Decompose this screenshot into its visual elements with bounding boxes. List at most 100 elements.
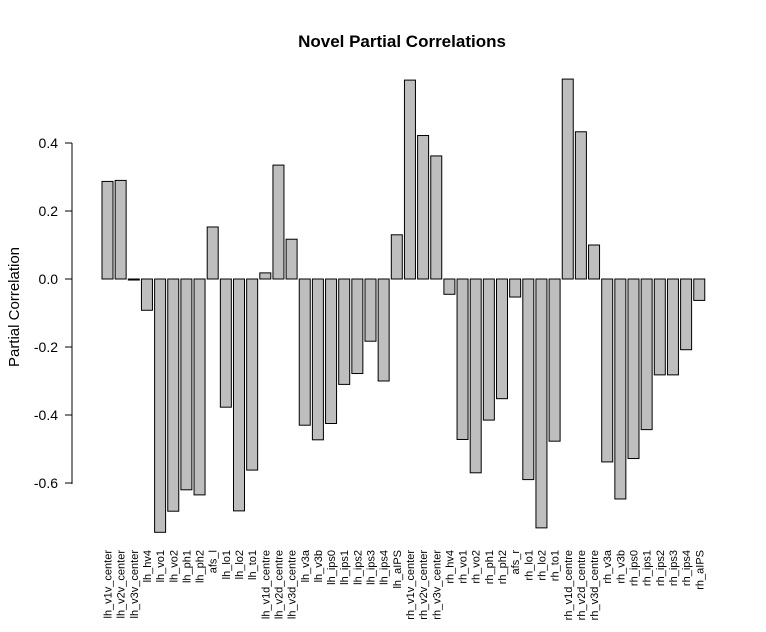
bar-lh_ph2 <box>193 278 206 496</box>
bar-lh_hv4 <box>140 278 153 311</box>
x-tick-label: lh_v2v_center <box>116 550 128 619</box>
x-tick-label: lh_hv4 <box>142 550 154 582</box>
x-tick-label: rh_ips0 <box>629 550 641 586</box>
bar-rh_ips4 <box>680 278 693 351</box>
x-tick-label: rh_vo1 <box>458 550 470 584</box>
bar-rh_v2d_centre <box>574 131 587 280</box>
bar-afs_r <box>509 278 522 298</box>
x-tick-label: rh_ips2 <box>655 550 667 586</box>
x-tick-label: lh_v1v_center <box>103 550 115 619</box>
x-tick-label: rh_v2v_center <box>418 550 430 620</box>
x-tick-label: rh_hv4 <box>444 550 456 584</box>
x-tick-label: rh_ips4 <box>681 550 693 586</box>
bar-lh_ips3 <box>364 278 377 342</box>
bar-rh_v1v_center <box>403 79 416 280</box>
bar-rh_ips0 <box>627 278 640 460</box>
bar-rh_ph1 <box>482 278 495 421</box>
bar-lh_v3v_center <box>127 278 140 281</box>
x-tick-label: rh_v3a <box>602 549 614 584</box>
chart-title: Novel Partial Correlations <box>298 32 506 51</box>
bar-lh_aIPS <box>390 234 403 280</box>
x-tick-label: lh_ips0 <box>326 550 338 585</box>
bar-lh_v3a <box>298 278 311 426</box>
x-tick-label: rh_lo2 <box>536 550 548 581</box>
bar-lh_ips1 <box>338 278 351 385</box>
bar-rh_vo2 <box>469 278 482 474</box>
x-tick-label: lh_to1 <box>247 550 259 580</box>
bar-lh_vo1 <box>154 278 167 533</box>
x-tick-label: rh_v3d_centre <box>589 550 601 620</box>
x-tick-label: lh_v3b <box>313 550 325 582</box>
bar-lh_vo2 <box>167 278 180 512</box>
y-tick-label: 0.4 <box>39 135 59 151</box>
bar-rh_ph2 <box>496 278 508 400</box>
x-tick-label: lh_aIPS <box>392 550 404 589</box>
bars <box>101 78 706 533</box>
x-tick-label: lh_v3v_center <box>129 550 141 619</box>
bar-rh_hv4 <box>443 278 456 295</box>
x-tick-label: lh_ph2 <box>195 550 207 583</box>
bar-rh_v3d_centre <box>588 244 601 280</box>
bar-rh_lo2 <box>535 278 548 529</box>
x-tick-label: lh_ips1 <box>339 550 351 585</box>
x-tick-label: rh_v3v_center <box>431 550 443 620</box>
x-tick-label: afs_l <box>208 550 220 573</box>
bar-lh_lo2 <box>233 278 245 512</box>
x-tick-label: lh_lo1 <box>221 550 233 579</box>
x-tick-label: rh_ips3 <box>668 550 680 586</box>
x-tick-label: lh_lo2 <box>234 550 246 579</box>
bar-lh_lo1 <box>219 278 232 408</box>
x-tick-label: lh_ips4 <box>379 550 391 585</box>
bar-lh_v3d_centre <box>285 238 298 280</box>
bar-afs_l <box>206 226 219 280</box>
x-tick-label: rh_ph1 <box>484 550 496 584</box>
bar-rh_v3a <box>601 278 614 463</box>
x-tick-label: lh_v1d_centre <box>260 550 272 619</box>
bar-lh_v1v_center <box>101 180 114 280</box>
bar-rh_lo1 <box>522 278 535 481</box>
bar-lh_ips0 <box>325 278 338 424</box>
bar-rh_to1 <box>548 278 561 442</box>
bar-rh_v3b <box>614 278 627 500</box>
y-tick-label: 0.2 <box>39 203 59 219</box>
x-tick-label: rh_v1d_centre <box>563 550 575 620</box>
x-tick-label: rh_aIPS <box>694 550 706 590</box>
bar-rh_vo1 <box>456 278 469 440</box>
bar-lh_v3b <box>311 278 324 441</box>
bar-rh_aIPS <box>693 278 706 301</box>
x-tick-label: rh_ph2 <box>497 550 509 584</box>
bar-rh_ips2 <box>653 278 666 376</box>
bar-lh_v2v_center <box>114 179 127 280</box>
bar-lh_v1d_centre <box>259 272 272 280</box>
bar-rh_v1d_centre <box>561 78 574 280</box>
bar-lh_to1 <box>246 278 259 471</box>
x-tick-label: lh_ips2 <box>352 550 364 585</box>
bar-lh_ips4 <box>377 278 390 382</box>
x-tick-label: rh_v3b <box>615 550 627 584</box>
x-tick-label: rh_lo1 <box>523 550 535 581</box>
x-tick-label: rh_v2d_centre <box>576 550 588 620</box>
y-tick-label: -0.6 <box>34 475 58 491</box>
x-tick-label: lh_v3d_centre <box>287 550 299 619</box>
y-axis-ticks: -0.6 -0.4 -0.2 0.0 0.2 0.4 <box>34 135 72 491</box>
bar-lh_ips2 <box>351 278 364 375</box>
x-tick-label: rh_v1v_center <box>405 550 417 620</box>
y-tick-label: -0.2 <box>34 339 58 355</box>
y-axis-label: Partial Correlation <box>6 247 23 367</box>
bar-rh_v2v_center <box>417 135 430 280</box>
x-tick-label: lh_ph1 <box>181 550 193 583</box>
x-tick-label: lh_vo2 <box>168 550 180 582</box>
y-tick-label: -0.4 <box>34 407 58 423</box>
x-tick-label: lh_vo1 <box>155 550 167 582</box>
bar-rh_ips3 <box>666 278 679 376</box>
x-tick-label: afs_r <box>510 550 522 575</box>
bar-lh_v2d_centre <box>272 164 285 280</box>
x-tick-label: lh_v3a <box>300 549 312 582</box>
x-tick-label: lh_ips3 <box>366 550 378 585</box>
bar-rh_ips1 <box>640 278 653 431</box>
x-tick-label: lh_v2d_centre <box>273 550 285 619</box>
x-axis-tick-labels: lh_v1v_center lh_v2v_center lh_v3v_center l… <box>103 549 707 620</box>
x-tick-label: rh_vo2 <box>471 550 483 584</box>
x-tick-label: rh_ips1 <box>642 550 654 586</box>
